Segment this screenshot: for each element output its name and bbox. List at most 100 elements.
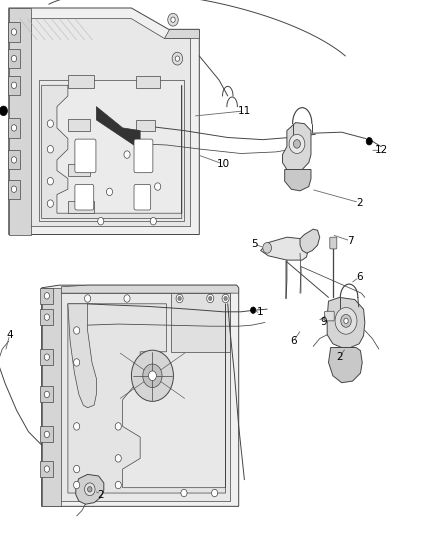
Polygon shape [164,29,199,38]
FancyBboxPatch shape [136,120,155,131]
FancyBboxPatch shape [40,461,53,477]
Circle shape [115,481,121,489]
Circle shape [344,318,348,324]
Polygon shape [42,285,239,506]
Circle shape [263,243,272,253]
Polygon shape [261,237,308,260]
Circle shape [11,186,17,192]
Circle shape [131,350,173,401]
Circle shape [341,314,351,327]
FancyBboxPatch shape [136,76,160,88]
Circle shape [224,296,227,301]
Text: 4: 4 [6,330,13,340]
Circle shape [178,296,181,301]
FancyBboxPatch shape [325,311,334,321]
Circle shape [11,29,17,35]
FancyBboxPatch shape [40,386,53,402]
FancyBboxPatch shape [40,349,53,365]
Polygon shape [39,80,184,221]
Circle shape [44,314,49,320]
Text: 2: 2 [336,352,343,362]
Circle shape [207,294,214,303]
Circle shape [74,465,80,473]
FancyBboxPatch shape [75,139,96,173]
Text: 11: 11 [238,106,251,116]
Circle shape [212,489,218,497]
Polygon shape [283,123,311,172]
Circle shape [47,146,53,153]
Circle shape [88,487,92,492]
Circle shape [171,17,175,22]
Circle shape [168,13,178,26]
Text: 2: 2 [97,490,104,499]
FancyBboxPatch shape [68,164,90,176]
Circle shape [106,188,113,196]
Polygon shape [9,8,31,235]
Circle shape [222,294,229,303]
Polygon shape [20,19,191,227]
Circle shape [47,120,53,127]
Circle shape [44,293,49,299]
Circle shape [148,371,156,381]
Text: 1: 1 [257,307,264,317]
Circle shape [208,296,212,301]
Polygon shape [327,297,365,348]
Polygon shape [76,474,104,504]
Polygon shape [42,288,61,506]
Circle shape [150,217,156,225]
Polygon shape [171,293,230,352]
Polygon shape [68,304,96,408]
Circle shape [155,183,161,190]
Polygon shape [9,8,199,235]
FancyBboxPatch shape [40,309,53,325]
Circle shape [47,200,53,207]
Circle shape [11,125,17,131]
Polygon shape [42,85,182,219]
Circle shape [124,151,130,158]
Circle shape [44,431,49,438]
Circle shape [115,455,121,462]
Circle shape [11,55,17,62]
Circle shape [85,483,95,496]
FancyBboxPatch shape [8,150,20,169]
FancyBboxPatch shape [8,118,20,138]
Text: 9: 9 [320,318,327,327]
Text: 6: 6 [356,272,363,282]
Circle shape [74,327,80,334]
FancyBboxPatch shape [40,426,53,442]
Circle shape [47,177,53,185]
Circle shape [74,481,80,489]
Circle shape [251,307,256,313]
Polygon shape [61,285,239,293]
Text: 2: 2 [356,198,363,207]
Text: 6: 6 [290,336,297,346]
Polygon shape [285,169,311,191]
Circle shape [44,391,49,398]
Polygon shape [328,348,362,383]
FancyBboxPatch shape [8,180,20,199]
FancyBboxPatch shape [8,76,20,95]
Circle shape [11,82,17,88]
Circle shape [74,359,80,366]
Circle shape [143,364,162,387]
Text: 5: 5 [251,239,258,249]
FancyBboxPatch shape [68,201,94,213]
Circle shape [172,52,183,65]
Circle shape [44,354,49,360]
Circle shape [124,295,130,302]
Circle shape [74,423,80,430]
FancyBboxPatch shape [134,184,151,210]
Text: 12: 12 [375,146,389,155]
Text: 7: 7 [347,236,354,246]
Circle shape [335,308,357,334]
FancyBboxPatch shape [330,237,337,249]
Circle shape [181,489,187,497]
Circle shape [289,134,305,154]
Polygon shape [50,293,230,501]
Circle shape [98,217,104,225]
Circle shape [176,294,183,303]
Circle shape [0,106,7,116]
FancyBboxPatch shape [75,184,94,210]
FancyBboxPatch shape [68,75,94,88]
Circle shape [44,466,49,472]
